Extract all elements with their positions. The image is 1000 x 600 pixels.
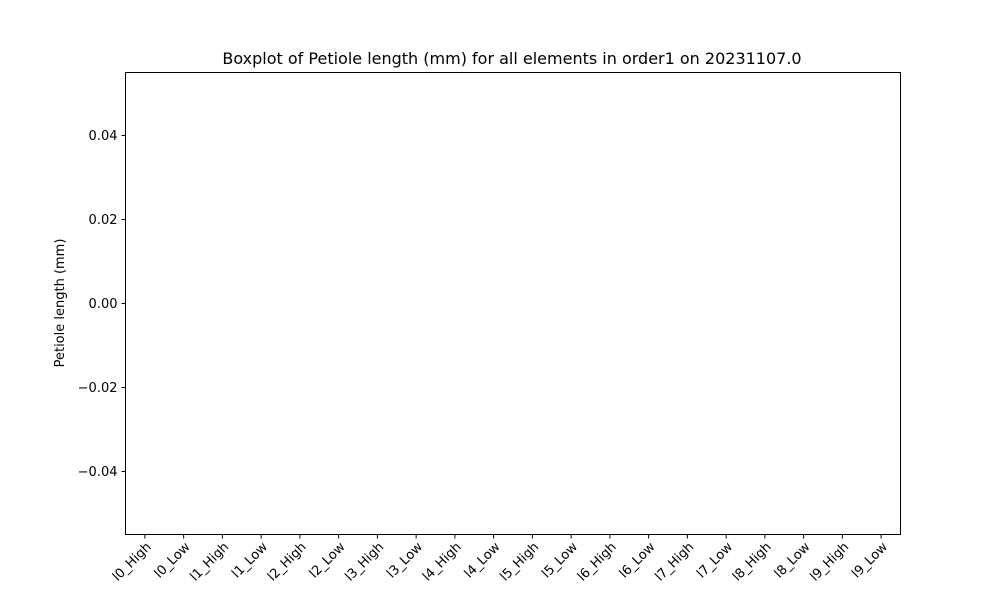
- y-tick-label: 0.02: [89, 213, 118, 228]
- x-tick-label: l4_High: [420, 540, 465, 585]
- x-tick-label: l3_High: [342, 540, 387, 585]
- x-tick-label: l5_High: [497, 540, 542, 585]
- x-tick-label: l8_High: [730, 540, 775, 585]
- x-tick-label: l2_High: [265, 540, 310, 585]
- y-axis-ticks: 0.04 0.02 0.00 −0.02 −0.04: [78, 129, 126, 480]
- y-tick-label: 0.04: [89, 129, 118, 144]
- plot-area-frame: [125, 72, 901, 535]
- x-axis-ticks: l0_Highl0_Lowl1_Highl1_Lowl2_Highl2_Lowl…: [110, 534, 891, 585]
- x-tick-label: l7_High: [652, 540, 697, 585]
- y-tick-label: 0.00: [89, 297, 118, 312]
- x-tick-label: l9_High: [807, 540, 852, 585]
- x-tick-label: l9_Low: [849, 539, 891, 581]
- chart-title: Boxplot of Petiole length (mm) for all e…: [222, 49, 801, 68]
- x-tick-label: l1_High: [187, 540, 232, 585]
- x-tick-label: l0_High: [110, 540, 155, 585]
- y-tick-label: −0.04: [78, 465, 118, 480]
- x-tick-label: l6_High: [575, 540, 620, 585]
- y-axis-label-group: Petiole length (mm): [53, 239, 68, 368]
- y-axis-label: Petiole length (mm): [53, 239, 68, 368]
- y-tick-label: −0.02: [78, 381, 118, 396]
